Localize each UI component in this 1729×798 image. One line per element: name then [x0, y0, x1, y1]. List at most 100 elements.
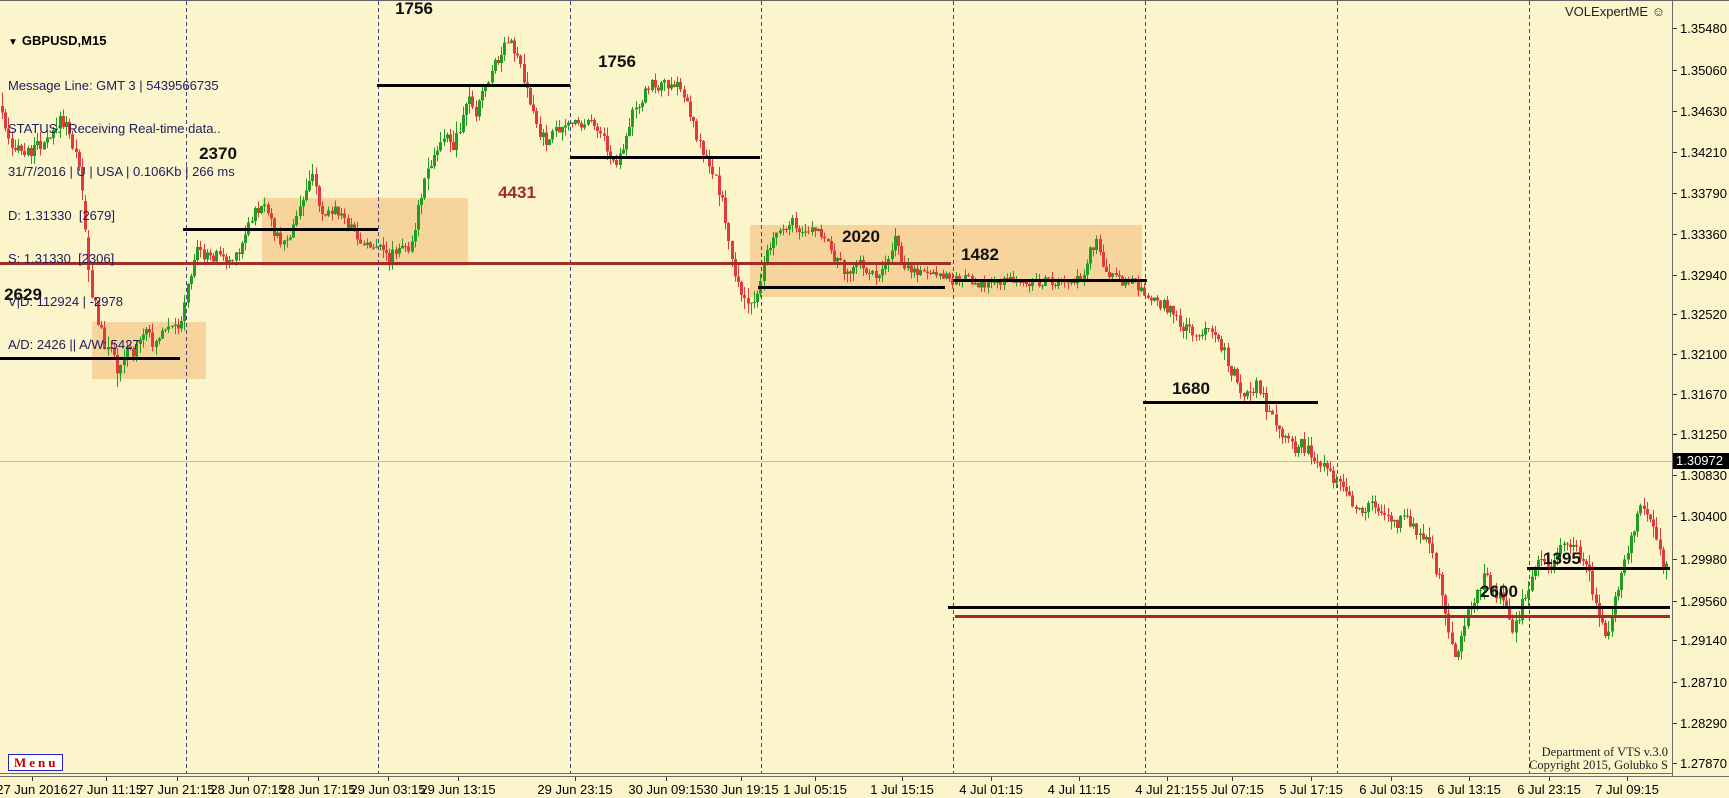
price-axis-label: 1.29560: [1680, 594, 1727, 609]
price-axis-label: 1.27870: [1680, 756, 1727, 771]
price-axis-tick: [1673, 394, 1677, 395]
watermark: VOLExpertME ☺: [1565, 4, 1665, 19]
symbol-title: GBPUSD,M15: [21, 32, 107, 48]
time-axis-tick: [177, 777, 178, 781]
time-axis-label: 29 Jun 23:15: [537, 782, 613, 797]
time-axis-label: 6 Jul 13:15: [1437, 782, 1501, 797]
time-axis-label: 1 Jul 15:15: [870, 782, 934, 797]
time-axis-label: 5 Jul 07:15: [1200, 782, 1264, 797]
time-axis-tick: [318, 777, 319, 781]
info-line-status: STATUS: Receiving Real-time data..: [8, 121, 221, 137]
info-line-vd: V|D: 112924 | -2978: [8, 294, 123, 310]
credits: Department of VTS v.3.0 Copyright 2015, …: [1529, 746, 1668, 772]
time-axis-label: 29 Jun 13:15: [420, 782, 496, 797]
price-axis-tick: [1673, 193, 1677, 194]
credits-line-1: Department of VTS v.3.0: [1541, 745, 1668, 759]
level-label[interactable]: 1482: [961, 245, 999, 264]
level-label[interactable]: 2600: [1480, 582, 1518, 601]
info-line-s: S: 1.31330 [2306]: [8, 250, 115, 266]
price-axis-label: 1.33790: [1680, 186, 1727, 201]
info-line-d: D: 1.31330 [2679]: [8, 207, 115, 223]
price-axis-label: 1.32100: [1680, 347, 1727, 362]
price-axis-label: 1.29980: [1680, 552, 1727, 567]
price-axis-tick: [1673, 640, 1677, 641]
time-axis-tick: [32, 777, 33, 781]
level-label[interactable]: 2370: [199, 144, 237, 163]
time-axis-tick: [106, 777, 107, 781]
time-axis-label: 4 Jul 01:15: [959, 782, 1023, 797]
plot-area: 1756 1756 2370 4431 2629 2020 1482 1680 1395 2600: [0, 1, 1672, 776]
time-axis-tick: [248, 777, 249, 781]
time-axis-label: 28 Jun 07:15: [210, 782, 286, 797]
time-axis-label: 27 Jun 11:15: [68, 782, 144, 797]
price-axis-tick: [1673, 111, 1677, 112]
price-axis-tick: [1673, 314, 1677, 315]
price-axis-tick: [1673, 234, 1677, 235]
time-axis-tick: [1549, 777, 1550, 781]
time-axis-tick: [1232, 777, 1233, 781]
time-axis-label: 28 Jun 17:15: [280, 782, 356, 797]
time-axis-label: 6 Jul 03:15: [1359, 782, 1423, 797]
price-axis-tick: [1673, 275, 1677, 276]
time-axis-label: 27 Jun 21:15: [139, 782, 215, 797]
level-label[interactable]: 1680: [1172, 379, 1210, 398]
info-line-connection: 31/7/2016 | U | USA | 0.106Kb | 266 ms: [8, 164, 235, 180]
time-axis-tick: [458, 777, 459, 781]
price-axis-label: 1.28710: [1680, 675, 1727, 690]
level-label[interactable]: 2629: [4, 285, 42, 304]
supply-demand-zone[interactable]: [262, 198, 468, 266]
level-label[interactable]: 1756: [395, 1, 433, 18]
time-axis-label: 7 Jul 09:15: [1595, 782, 1659, 797]
price-axis-label: 1.30830: [1680, 468, 1727, 483]
price-axis-label: 1.29140: [1680, 633, 1727, 648]
time-axis-label: 30 Jun 19:15: [703, 782, 779, 797]
time-axis-tick: [666, 777, 667, 781]
time-axis-label: 6 Jul 23:15: [1517, 782, 1581, 797]
candles: [1, 36, 1668, 661]
time-axis-label: 4 Jul 11:15: [1047, 782, 1111, 797]
price-axis-tick: [1673, 70, 1677, 71]
time-axis-tick: [815, 777, 816, 781]
price-axis[interactable]: 1.30972 1.35480 1.35060 1.34630 1.34210 1.33…: [1672, 1, 1729, 776]
price-axis-tick: [1673, 354, 1677, 355]
price-axis-label: 1.34210: [1680, 145, 1727, 160]
price-axis-tick: [1673, 601, 1677, 602]
time-axis-tick: [388, 777, 389, 781]
level-label[interactable]: 1756: [598, 52, 636, 71]
time-axis-tick: [991, 777, 992, 781]
time-axis-tick: [902, 777, 903, 781]
price-axis-label: 1.30400: [1680, 509, 1727, 524]
price-axis-tick: [1673, 682, 1677, 683]
level-label[interactable]: 2020: [842, 227, 880, 246]
price-axis-tick: [1673, 152, 1677, 153]
price-axis-label: 1.31250: [1680, 427, 1727, 442]
time-axis-tick: [575, 777, 576, 781]
current-price-badge: 1.30972: [1673, 453, 1729, 469]
time-axis-tick: [1627, 777, 1628, 781]
time-axis-tick: [741, 777, 742, 781]
chevron-down-icon: ▼: [8, 36, 18, 48]
time-axis[interactable]: 27 Jun 2016 27 Jun 11:15 27 Jun 21:15 28 Ju…: [0, 776, 1729, 798]
price-axis-label: 1.32940: [1680, 268, 1727, 283]
price-axis-label: 1.28290: [1680, 716, 1727, 731]
chart-canvas[interactable]: 1756 1756 2370 4431 2629 2020 1482 1680 1395 2600: [0, 1, 1672, 776]
time-axis-label: 5 Jul 17:15: [1279, 782, 1343, 797]
price-axis-label: 1.32520: [1680, 307, 1727, 322]
price-axis-tick: [1673, 475, 1677, 476]
price-axis-tick: [1673, 516, 1677, 517]
level-label[interactable]: 1395: [1543, 549, 1581, 568]
info-line-ad: A/D: 2426 || A/W: 5427: [8, 337, 140, 353]
level-label[interactable]: 4431: [498, 183, 536, 202]
credits-line-2: Copyright 2015, Golubko S: [1529, 758, 1668, 772]
price-axis-label: 1.35060: [1680, 63, 1727, 78]
time-axis-label: 29 Jun 03:15: [350, 782, 426, 797]
symbol-title-row[interactable]: ▼ GBPUSD,M15: [8, 32, 235, 50]
time-axis-tick: [1311, 777, 1312, 781]
price-axis-label: 1.35480: [1680, 21, 1727, 36]
time-axis-tick: [1469, 777, 1470, 781]
time-axis-label: 1 Jul 05:15: [783, 782, 847, 797]
price-axis-tick: [1673, 434, 1677, 435]
info-panel: ▼ GBPUSD,M15 Message Line: GMT 3 | 543956…: [8, 5, 235, 382]
menu-button[interactable]: Menu: [8, 754, 63, 771]
